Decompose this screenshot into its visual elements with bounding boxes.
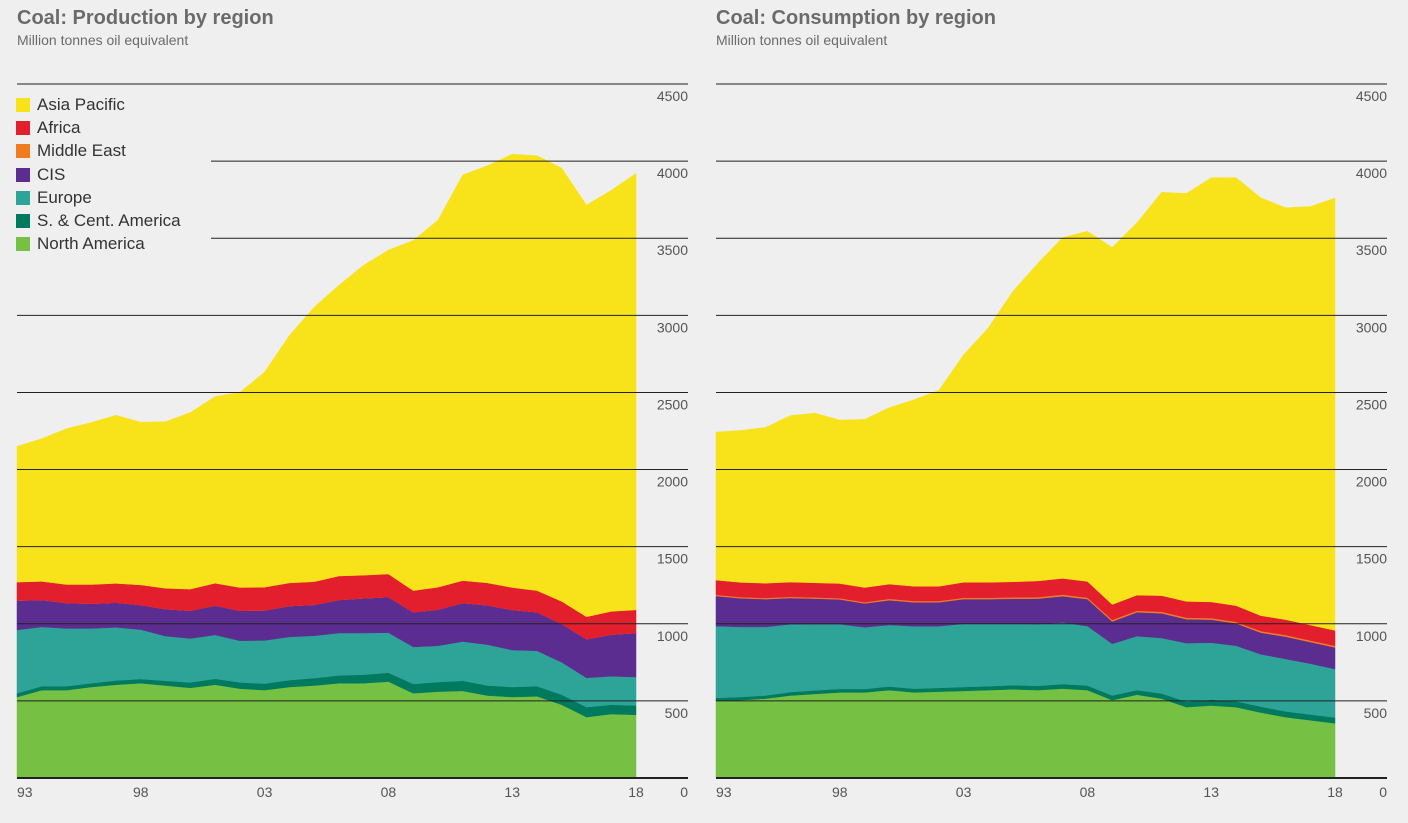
area-series-asia-pacific: [16, 153, 637, 618]
legend-label: Asia Pacific: [37, 94, 125, 114]
y-tick-label: 4000: [657, 165, 688, 181]
x-tick-label: 98: [133, 784, 149, 800]
x-tick-label: 18: [1327, 784, 1343, 800]
y-tick-label: 2000: [1356, 474, 1387, 490]
x-tick-label: 03: [257, 784, 273, 800]
legend-label: North America: [37, 234, 145, 254]
y-tick-label: 2000: [657, 474, 688, 490]
x-tick-label: 98: [832, 784, 848, 800]
chart-subtitle: Million tonnes oil equivalent: [716, 32, 888, 48]
legend-item: North America: [16, 233, 181, 256]
y-tick-label: 4000: [1356, 165, 1387, 181]
legend-label: S. & Cent. America: [37, 211, 181, 231]
y-tick-label: 500: [1364, 705, 1388, 721]
legend-item: Europe: [16, 186, 181, 209]
chart-legend: Asia Pacific Africa Middle East CIS Europe S.…: [16, 93, 181, 256]
legend-label: Europe: [37, 187, 92, 207]
y-tick-label: 1500: [1356, 551, 1387, 567]
x-tick-label: 93: [17, 784, 33, 800]
production-chart-panel: Coal: Production by region Million tonne…: [16, 7, 689, 800]
area-series-asia-pacific: [715, 177, 1336, 631]
y-tick-label: 1000: [1356, 628, 1387, 644]
legend-item: Africa: [16, 116, 181, 139]
legend-item: Middle East: [16, 140, 181, 163]
legend-item: Asia Pacific: [16, 93, 181, 116]
y-tick-label: 3500: [657, 242, 688, 258]
y-tick-label: 4500: [657, 88, 688, 104]
x-tick-label: 03: [956, 784, 972, 800]
y-tick-label: 0: [1379, 784, 1387, 800]
legend-label: Africa: [37, 117, 81, 137]
legend-item: CIS: [16, 163, 181, 186]
y-tick-label: 3000: [1356, 319, 1387, 335]
legend-swatch: [16, 214, 30, 229]
chart-title: Coal: Production by region: [17, 7, 274, 29]
x-tick-label: 08: [1080, 784, 1096, 800]
legend-swatch: [16, 144, 30, 159]
y-tick-label: 4500: [1356, 88, 1387, 104]
consumption-area-chart: 0 500 1000 1500 2000 2500 3000 3500 4000 4500 93 98…: [715, 83, 1388, 800]
y-tick-label: 1500: [657, 551, 688, 567]
y-tick-label: 0: [680, 784, 688, 800]
legend-label: CIS: [37, 164, 66, 184]
y-tick-label: 3000: [657, 319, 688, 335]
legend-swatch: [16, 120, 30, 135]
y-tick-label: 2500: [1356, 396, 1387, 412]
legend-swatch: [16, 190, 30, 205]
legend-label: Middle East: [37, 141, 126, 161]
chart-subtitle: Million tonnes oil equivalent: [17, 32, 189, 48]
x-tick-label: 13: [1203, 784, 1219, 800]
legend-swatch: [16, 237, 30, 252]
legend-item: S. & Cent. America: [16, 209, 181, 232]
y-tick-label: 2500: [657, 396, 688, 412]
x-tick-label: 18: [628, 784, 644, 800]
legend-swatch: [16, 167, 30, 182]
x-tick-label: 08: [381, 784, 397, 800]
x-tick-label: 13: [504, 784, 520, 800]
y-tick-label: 3500: [1356, 242, 1387, 258]
chart-title: Coal: Consumption by region: [716, 7, 996, 29]
production-area-chart: 0 500 1000 1500 2000 2500 3000 3500 4000 4500 93 98…: [16, 83, 689, 800]
legend-swatch: [16, 97, 30, 112]
x-tick-label: 93: [716, 784, 732, 800]
y-tick-label: 1000: [657, 628, 688, 644]
y-tick-label: 500: [665, 705, 689, 721]
consumption-chart-panel: Coal: Consumption by region Million tonn…: [700, 0, 1408, 823]
